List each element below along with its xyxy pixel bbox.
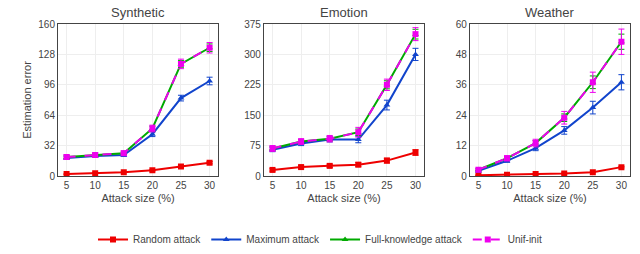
svg-text:12: 12 bbox=[456, 140, 468, 151]
svg-text:Weather: Weather bbox=[525, 5, 575, 20]
svg-text:15: 15 bbox=[324, 180, 336, 191]
svg-text:150: 150 bbox=[244, 110, 261, 121]
svg-text:75: 75 bbox=[250, 140, 262, 151]
svg-text:48: 48 bbox=[456, 49, 468, 60]
svg-text:Synthetic: Synthetic bbox=[111, 5, 165, 20]
svg-text:10: 10 bbox=[296, 180, 308, 191]
svg-text:Full-knowledge attack: Full-knowledge attack bbox=[365, 234, 463, 245]
svg-text:Estimation error: Estimation error bbox=[21, 61, 33, 139]
svg-text:375: 375 bbox=[244, 19, 261, 30]
svg-text:15: 15 bbox=[118, 180, 130, 191]
svg-text:160: 160 bbox=[38, 19, 55, 30]
svg-text:30: 30 bbox=[410, 180, 422, 191]
svg-text:10: 10 bbox=[501, 180, 513, 191]
svg-text:5: 5 bbox=[64, 180, 70, 191]
svg-text:10: 10 bbox=[90, 180, 102, 191]
svg-text:0: 0 bbox=[49, 171, 55, 182]
svg-text:0: 0 bbox=[255, 171, 261, 182]
svg-text:25: 25 bbox=[381, 180, 393, 191]
svg-text:30: 30 bbox=[204, 180, 216, 191]
svg-text:32: 32 bbox=[44, 140, 56, 151]
svg-text:60: 60 bbox=[456, 19, 468, 30]
svg-text:20: 20 bbox=[147, 180, 159, 191]
svg-text:Attack size (%): Attack size (%) bbox=[307, 192, 380, 204]
svg-text:36: 36 bbox=[456, 79, 468, 90]
svg-text:30: 30 bbox=[616, 180, 628, 191]
svg-text:Attack size (%): Attack size (%) bbox=[101, 192, 174, 204]
svg-text:225: 225 bbox=[244, 79, 261, 90]
svg-text:Unif-init: Unif-init bbox=[508, 234, 542, 245]
svg-text:25: 25 bbox=[175, 180, 187, 191]
svg-text:96: 96 bbox=[44, 79, 56, 90]
svg-text:128: 128 bbox=[38, 49, 55, 60]
svg-text:Random attack: Random attack bbox=[133, 234, 201, 245]
svg-text:300: 300 bbox=[244, 49, 261, 60]
svg-text:64: 64 bbox=[44, 110, 56, 121]
svg-text:Emotion: Emotion bbox=[320, 5, 368, 20]
svg-text:5: 5 bbox=[270, 180, 276, 191]
svg-text:20: 20 bbox=[559, 180, 571, 191]
svg-text:20: 20 bbox=[353, 180, 365, 191]
svg-text:25: 25 bbox=[587, 180, 599, 191]
svg-text:Attack size (%): Attack size (%) bbox=[513, 192, 586, 204]
svg-text:Maximum attack: Maximum attack bbox=[246, 234, 320, 245]
svg-text:5: 5 bbox=[476, 180, 482, 191]
svg-text:0: 0 bbox=[461, 171, 467, 182]
svg-text:24: 24 bbox=[456, 110, 468, 121]
svg-text:15: 15 bbox=[530, 180, 542, 191]
